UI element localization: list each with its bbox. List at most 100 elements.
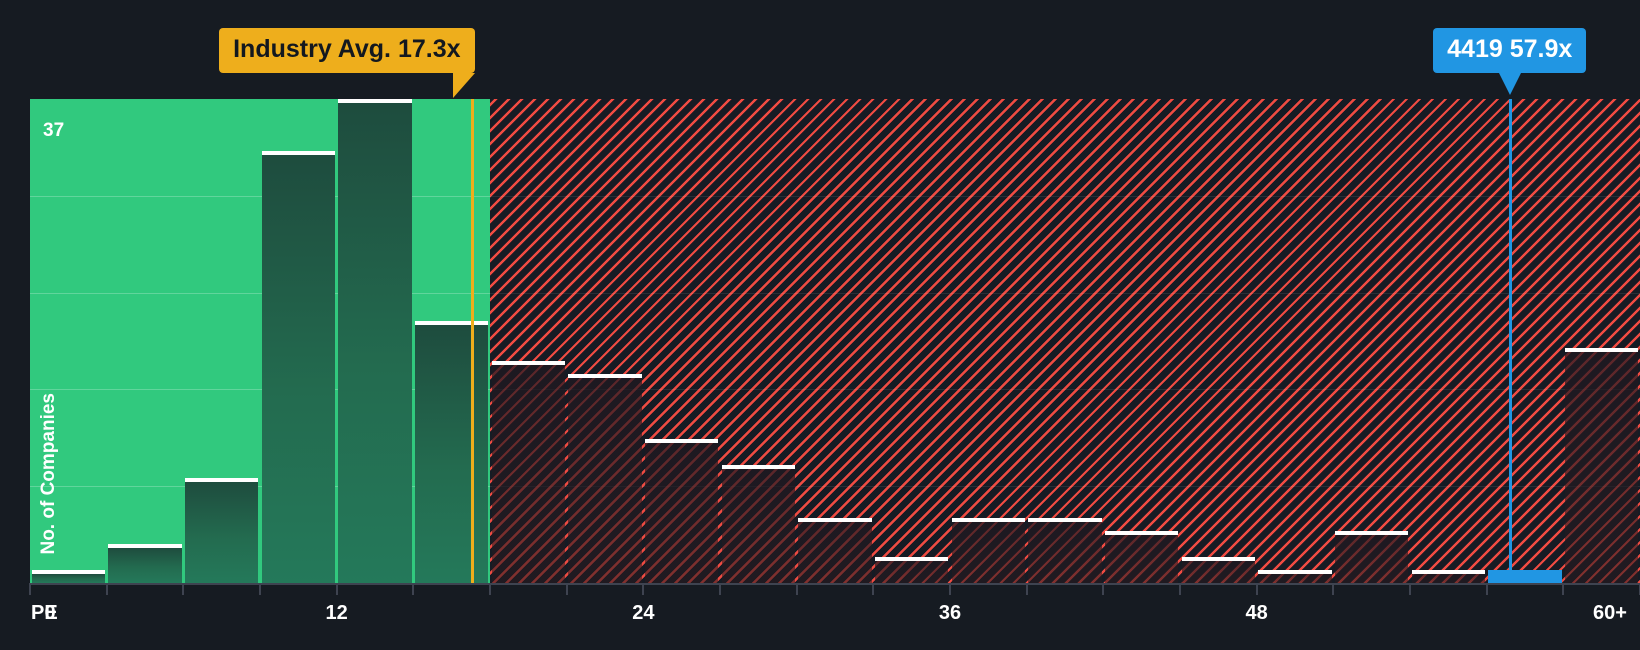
x-axis-tick xyxy=(29,583,31,595)
y-max-value-label: 37 xyxy=(43,120,65,141)
industry-average-callout-label: Industry Avg. 17.3x xyxy=(233,35,461,63)
x-axis-tick xyxy=(412,583,415,595)
bar-cap xyxy=(1411,569,1486,574)
bar-body xyxy=(1258,573,1332,583)
bar-body xyxy=(491,364,566,583)
x-axis-tick xyxy=(335,583,338,595)
bar-cap xyxy=(184,478,259,483)
bar-body xyxy=(1488,573,1562,583)
x-axis-tick xyxy=(1255,583,1258,595)
histogram-bar[interactable] xyxy=(1488,569,1562,583)
histogram-bar[interactable] xyxy=(1104,530,1179,583)
bar-cap xyxy=(568,373,642,378)
bar-body xyxy=(414,325,489,583)
x-axis-tick xyxy=(489,583,491,595)
company-reference-line xyxy=(1508,99,1512,583)
bar-body xyxy=(874,560,949,583)
industry-average-reference-line xyxy=(471,99,475,583)
bar-body xyxy=(721,469,796,583)
bar-cap xyxy=(1181,556,1256,561)
histogram-bar[interactable] xyxy=(874,556,949,583)
expensive-valuation-band xyxy=(490,99,1640,583)
histogram-bar[interactable] xyxy=(491,360,566,583)
bar-body xyxy=(108,547,182,583)
x-axis-label: 0 xyxy=(44,602,56,624)
bar-cap xyxy=(644,439,719,444)
bar-body xyxy=(261,155,336,583)
bar-cap xyxy=(1564,347,1639,352)
cheap-valuation-band xyxy=(30,99,490,583)
histogram-bar[interactable] xyxy=(644,439,719,583)
bar-cap xyxy=(414,321,489,326)
histogram-bar[interactable] xyxy=(261,151,336,583)
x-axis-tick xyxy=(719,583,721,595)
bar-cap xyxy=(721,465,796,470)
x-axis-tick xyxy=(259,583,261,595)
histogram-bar[interactable] xyxy=(184,478,259,583)
bar-cap xyxy=(1258,569,1332,574)
histogram-bar[interactable] xyxy=(1028,517,1102,583)
bar-body xyxy=(1411,573,1486,583)
bar-cap xyxy=(108,543,182,548)
bar-cap xyxy=(1028,517,1102,522)
x-axis-tick xyxy=(1332,583,1335,595)
x-axis-tick xyxy=(795,583,798,595)
x-axis-tick xyxy=(1179,583,1181,595)
bar-body xyxy=(644,443,719,583)
x-axis-title: PE xyxy=(31,602,58,624)
x-axis-tick xyxy=(642,583,645,595)
bar-cap xyxy=(31,569,106,574)
x-axis-tick xyxy=(1025,583,1028,595)
x-axis-label: 60+ xyxy=(1593,602,1627,624)
x-axis-tick xyxy=(949,583,951,595)
callout-tail-icon xyxy=(1498,73,1521,95)
bar-cap xyxy=(874,556,949,561)
histogram-bar[interactable] xyxy=(338,99,412,583)
bar-body xyxy=(338,103,412,583)
bar-body xyxy=(1104,534,1179,583)
x-axis-label: 48 xyxy=(1245,602,1268,624)
bar-cap xyxy=(1104,530,1179,535)
histogram-bar[interactable] xyxy=(798,517,872,583)
x-axis-label: 24 xyxy=(632,602,655,624)
bar-body xyxy=(798,521,872,583)
histogram-bar[interactable] xyxy=(951,517,1026,583)
bar-cap xyxy=(338,99,412,103)
industry-average-callout[interactable]: Industry Avg. 17.3x xyxy=(219,28,475,98)
company-pe-callout-label: 4419 57.9x xyxy=(1447,35,1573,63)
bar-cap xyxy=(261,151,336,156)
histogram-bar[interactable] xyxy=(568,373,642,583)
bar-body xyxy=(1564,351,1639,583)
x-axis-tick xyxy=(182,583,185,595)
y-axis-title: No. of Companies xyxy=(38,393,59,555)
histogram-bar[interactable] xyxy=(1564,347,1639,583)
x-axis-tick xyxy=(872,583,875,595)
histogram-bar[interactable] xyxy=(108,543,182,583)
bar-cap xyxy=(951,517,1026,522)
company-pe-callout[interactable]: 4419 57.9x xyxy=(1433,28,1587,95)
x-axis-tick xyxy=(1485,583,1488,595)
histogram-bar[interactable] xyxy=(1258,569,1332,583)
bar-cap xyxy=(491,360,566,365)
bar-body xyxy=(184,482,259,583)
x-axis-line xyxy=(30,583,1640,585)
x-axis-label: 12 xyxy=(325,602,348,624)
histogram-bar[interactable] xyxy=(31,569,106,583)
bar-body xyxy=(1181,560,1256,583)
histogram-bar[interactable] xyxy=(721,465,796,583)
histogram-bar[interactable] xyxy=(414,321,489,583)
bar-cap xyxy=(1334,530,1409,535)
histogram-bar[interactable] xyxy=(1334,530,1409,583)
x-axis-tick xyxy=(1562,583,1565,595)
bar-body xyxy=(1028,521,1102,583)
bar-cap xyxy=(1488,569,1562,574)
histogram-bar[interactable] xyxy=(1181,556,1256,583)
histogram-bar[interactable] xyxy=(1411,569,1486,583)
x-axis-tick xyxy=(565,583,568,595)
x-axis-tick xyxy=(1102,583,1105,595)
x-axis-label: 36 xyxy=(938,602,962,624)
bar-body xyxy=(568,377,642,583)
x-axis-tick xyxy=(1409,583,1411,595)
x-axis-tick xyxy=(105,583,108,595)
